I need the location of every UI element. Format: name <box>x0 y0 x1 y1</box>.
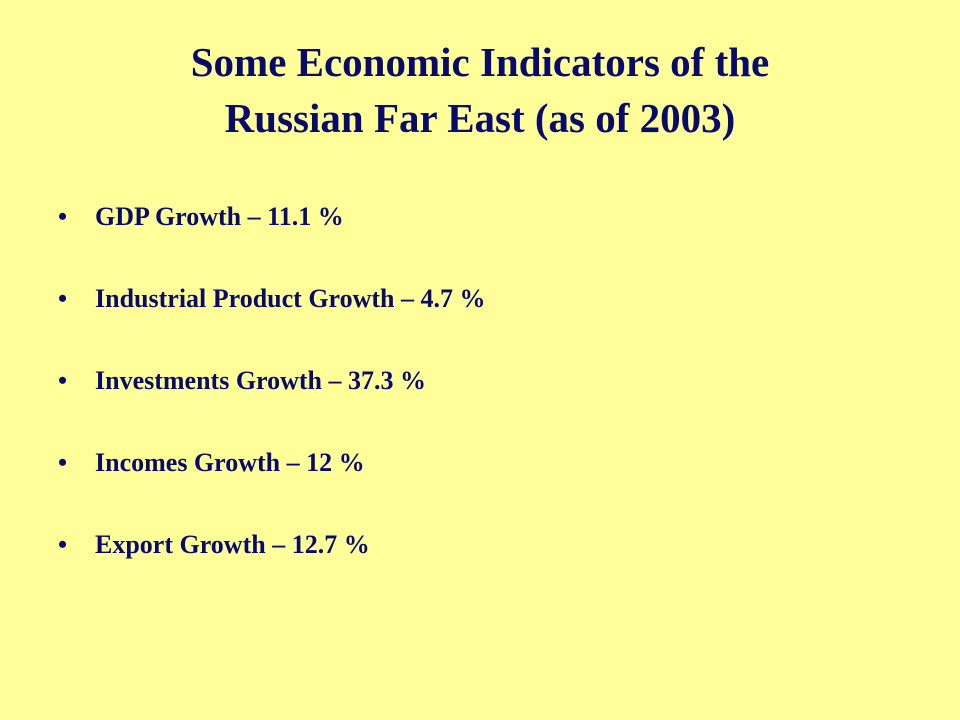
slide-title: Some Economic Indicators of the Russian … <box>0 34 960 146</box>
indicator-text: GDP Growth – 11.1 % <box>95 202 344 231</box>
indicator-text: Export Growth – 12.7 % <box>95 530 370 559</box>
indicator-text: Incomes Growth – 12 % <box>95 448 365 477</box>
bullet-icon: • <box>58 202 68 231</box>
bullet-icon: • <box>58 284 68 313</box>
indicator-item-incomes: • Incomes Growth – 12 % <box>58 439 486 521</box>
indicator-text: Industrial Product Growth – 4.7 % <box>95 284 486 313</box>
bullet-icon: • <box>58 530 68 559</box>
indicator-item-gdp: • GDP Growth – 11.1 % <box>58 193 486 275</box>
title-line-1: Some Economic Indicators of the <box>190 39 770 85</box>
title-line-2: Russian Far East (as of 2003) <box>224 95 736 141</box>
bullet-icon: • <box>58 448 68 477</box>
indicator-item-investments: • Investments Growth – 37.3 % <box>58 357 486 439</box>
indicator-list: • GDP Growth – 11.1 % • Industrial Produ… <box>58 193 486 603</box>
indicator-item-industrial-product: • Industrial Product Growth – 4.7 % <box>58 275 486 357</box>
indicator-text: Investments Growth – 37.3 % <box>95 366 427 395</box>
indicator-item-export: • Export Growth – 12.7 % <box>58 521 486 603</box>
bullet-icon: • <box>58 366 68 395</box>
